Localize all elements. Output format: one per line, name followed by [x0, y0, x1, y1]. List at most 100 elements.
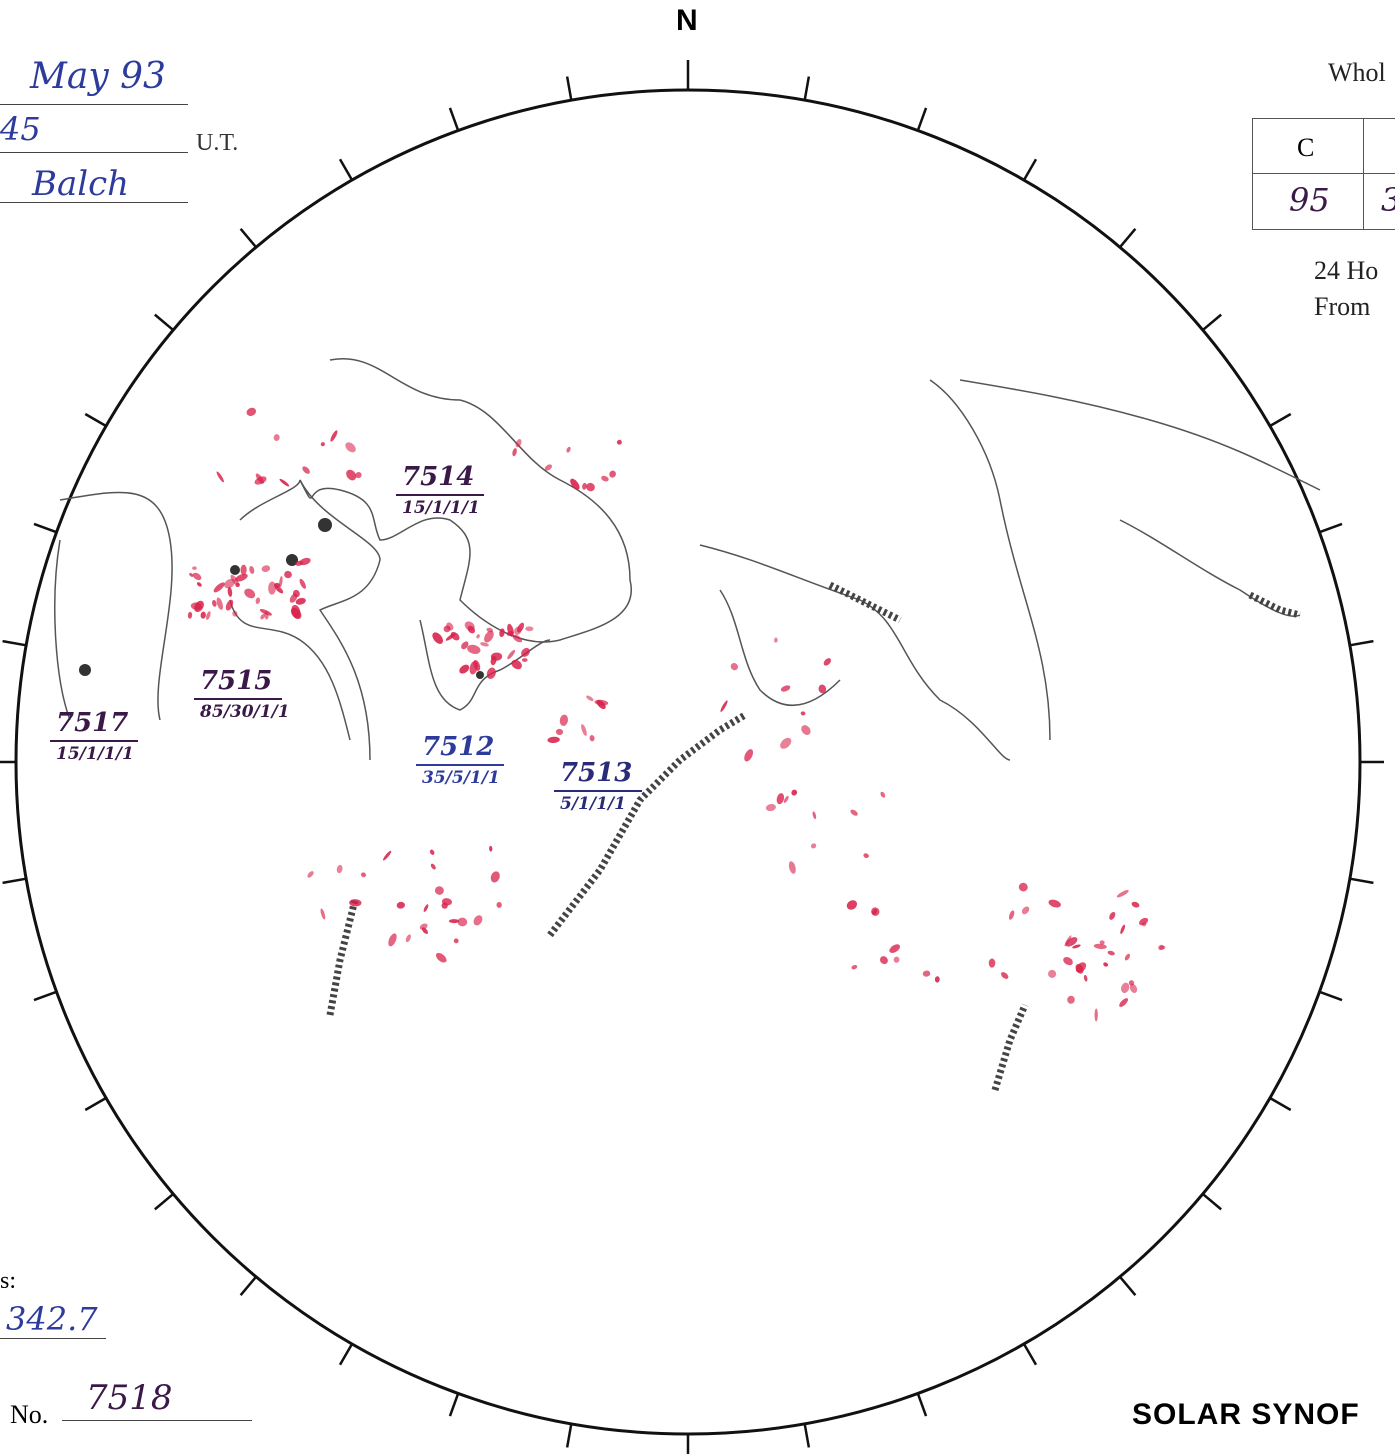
position-tick [448, 1393, 460, 1417]
rule [0, 1338, 106, 1339]
position-tick [84, 412, 107, 428]
facula [448, 919, 460, 924]
facula [457, 917, 468, 927]
facula [512, 634, 523, 643]
table-rule [1363, 119, 1364, 229]
region-number: 7515 [200, 666, 273, 696]
facula [230, 574, 239, 586]
facula [261, 565, 271, 573]
facula [1099, 940, 1105, 945]
facula [307, 871, 314, 878]
facula [419, 923, 428, 930]
rule [0, 152, 188, 153]
facula [453, 938, 459, 944]
plage-outline [419, 619, 551, 711]
position-tick [916, 1393, 928, 1417]
facula [818, 684, 827, 694]
facula [232, 610, 238, 617]
position-tick [1269, 412, 1292, 428]
table-header: C [1297, 133, 1315, 162]
facula [388, 933, 397, 947]
facula [273, 434, 280, 441]
filament [1248, 591, 1301, 619]
facula [260, 614, 265, 620]
facula [291, 604, 301, 619]
position-tick [33, 522, 57, 534]
facula [473, 915, 483, 926]
position-tick [1269, 1096, 1292, 1112]
position-tick [803, 1423, 811, 1448]
facula [586, 695, 594, 702]
region-class: 15/1/1/1 [56, 744, 134, 764]
facula [988, 958, 996, 968]
facula [450, 631, 460, 641]
facula [383, 850, 392, 861]
region-class: 5/1/1/1 [560, 794, 626, 814]
facula [801, 725, 811, 735]
facula [192, 566, 197, 570]
facula [1116, 889, 1129, 898]
table-value: 3 [1381, 181, 1395, 219]
facula [1048, 899, 1061, 908]
facula [850, 809, 858, 816]
facula [473, 660, 481, 671]
fraction-line [194, 698, 282, 700]
facula [235, 582, 240, 588]
date: May 93 [30, 56, 166, 97]
facula [244, 588, 256, 599]
facula [480, 642, 489, 647]
facula [192, 572, 202, 581]
facula [846, 900, 858, 910]
facula [196, 582, 202, 587]
facula [776, 793, 785, 805]
spot [230, 565, 240, 575]
rule [0, 104, 188, 105]
plage-outline [959, 379, 1321, 491]
facula [484, 630, 494, 643]
facula [1065, 937, 1078, 947]
facula [1131, 901, 1140, 908]
facula [254, 476, 267, 485]
position-tick [338, 1343, 354, 1366]
position-tick [154, 313, 175, 332]
position-tick [565, 1423, 573, 1448]
facula [880, 791, 886, 798]
position-tick [84, 1096, 107, 1112]
facula [609, 470, 616, 478]
position-tick [239, 1275, 258, 1296]
facula [559, 714, 569, 726]
facula [1119, 998, 1129, 1007]
facula [544, 464, 553, 471]
facula [249, 565, 255, 574]
facula [1048, 969, 1057, 978]
facula [216, 471, 224, 483]
facula [765, 804, 776, 812]
facula [515, 439, 522, 448]
facula [1159, 945, 1166, 950]
region-class: 35/5/1/1 [422, 768, 500, 788]
facula [446, 622, 454, 631]
facula [330, 430, 338, 442]
facula [292, 589, 300, 598]
facula [216, 597, 223, 610]
facula [547, 736, 560, 744]
north-label: N [676, 4, 698, 37]
facula [616, 439, 622, 445]
facula [1001, 972, 1009, 979]
facula [194, 600, 204, 613]
facula [1120, 924, 1126, 934]
facula [360, 872, 367, 878]
table-value: 95 [1289, 181, 1330, 219]
position-tick [1349, 877, 1374, 885]
carrington-label: s: [0, 1268, 17, 1294]
facula [284, 570, 292, 579]
number-value: 7518 [86, 1378, 173, 1418]
facula [555, 728, 564, 736]
facula [496, 902, 502, 908]
position-tick [154, 1192, 175, 1211]
rule [62, 1420, 252, 1421]
facula [783, 795, 789, 803]
facula [476, 634, 480, 639]
facula [1093, 943, 1107, 950]
facula [432, 632, 444, 644]
